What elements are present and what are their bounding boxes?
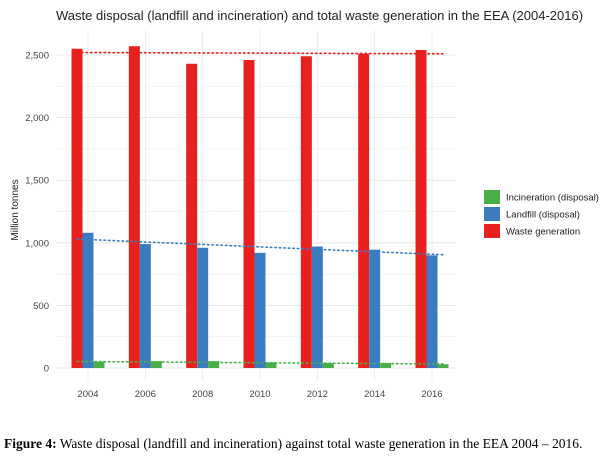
bar (380, 362, 392, 368)
y-tick-label: 1,000 (25, 238, 49, 249)
bar (415, 49, 427, 368)
x-tick-label: 2004 (77, 389, 98, 400)
bar (369, 249, 381, 368)
bar (208, 361, 220, 368)
x-tick-label: 2010 (249, 389, 270, 400)
figure-caption: Figure 4: Waste disposal (landfill and i… (4, 436, 610, 452)
bars (71, 46, 449, 369)
bar (322, 362, 334, 368)
x-tick-label: 2016 (421, 389, 442, 400)
bar (254, 252, 266, 368)
trendline (76, 238, 444, 256)
bar (93, 361, 105, 368)
bar (150, 361, 162, 368)
bar (243, 60, 255, 369)
caption-label: Figure 4: (4, 436, 57, 451)
bar (311, 246, 323, 368)
legend-label: Waste generation (506, 227, 580, 238)
x-tick-label: 2014 (364, 389, 385, 400)
bar (186, 63, 198, 368)
bar (426, 255, 438, 368)
trendlines (76, 51, 444, 365)
legend-label: Landfill (disposal) (506, 210, 580, 221)
y-tick-label: 0 (44, 364, 49, 375)
y-tick-label: 500 (33, 301, 49, 312)
bar (197, 247, 209, 368)
x-tick-label: 2008 (192, 389, 213, 400)
y-tick-label: 1,500 (25, 176, 49, 187)
bar (139, 244, 151, 368)
bar (128, 46, 140, 369)
x-tick-labels: 2004 2006 2008 2010 2012 2014 2016 (77, 389, 442, 400)
bar (300, 56, 312, 368)
chart: Waste disposal (landfill and incineratio… (10, 8, 599, 400)
x-tick-label: 2006 (135, 389, 156, 400)
bar (71, 48, 83, 369)
legend: Incineration (disposal) Landfill (disposa… (484, 190, 599, 238)
bar (437, 364, 449, 368)
bar (82, 232, 94, 368)
legend-swatch (484, 207, 500, 221)
bar (265, 362, 277, 368)
legend-label: Incineration (disposal) (506, 193, 599, 204)
y-tick-label: 2,500 (25, 51, 49, 62)
caption-text: Waste disposal (landfill and incineratio… (56, 436, 583, 451)
y-axis-label: Million tonnes (10, 179, 21, 240)
chart-title: Waste disposal (landfill and incineratio… (56, 8, 583, 23)
y-tick-labels: 0 500 1,000 1,500 2,000 2,500 (25, 51, 49, 375)
x-tick-label: 2012 (307, 389, 328, 400)
bar (358, 53, 370, 369)
y-tick-label: 2,000 (25, 113, 49, 124)
legend-swatch (484, 224, 500, 238)
legend-swatch (484, 190, 500, 204)
